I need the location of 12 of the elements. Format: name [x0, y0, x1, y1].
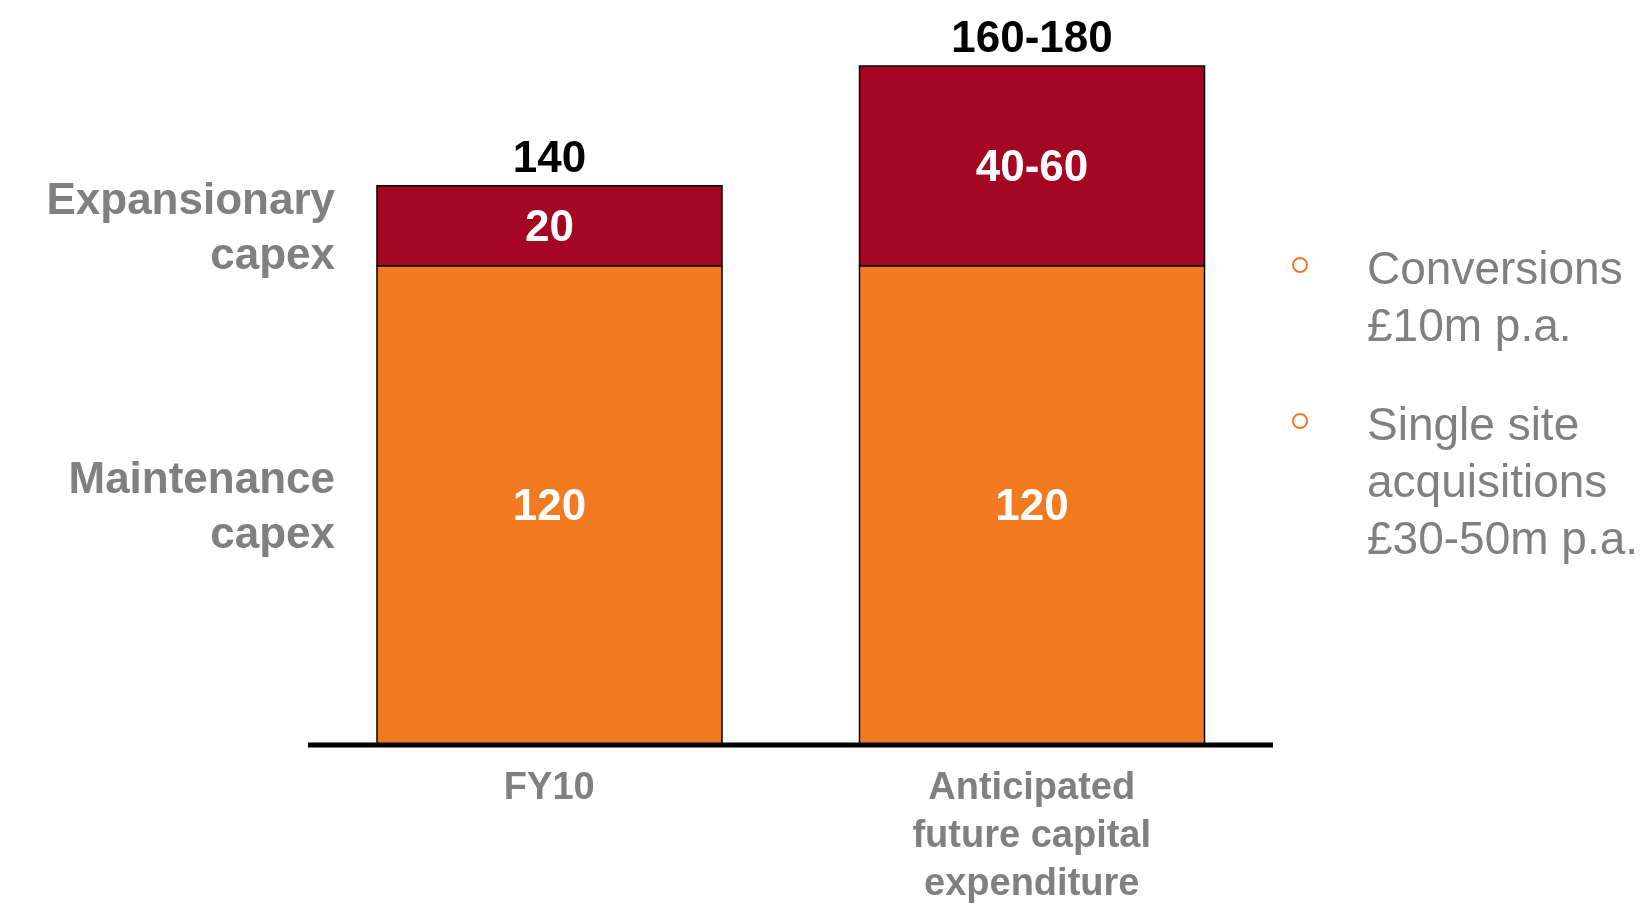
data-label: 40-60: [975, 140, 1089, 190]
series-label: Maintenance capex: [68, 453, 336, 558]
data-label: 20: [525, 200, 574, 250]
data-label: 120: [995, 480, 1069, 530]
total-label: 140: [512, 131, 587, 181]
data-label: 120: [512, 480, 587, 530]
series-label: Expansionary capex: [46, 173, 336, 278]
x-tick-label: Anticipated future capital expenditure: [912, 765, 1152, 903]
total-label: 160-180: [951, 12, 1113, 61]
text: Single site acquisitions £30-50m p.a.: [1367, 397, 1640, 566]
x-tick-label: FY10: [503, 765, 595, 807]
text: Conversions £10m p.a.: [1367, 241, 1624, 353]
